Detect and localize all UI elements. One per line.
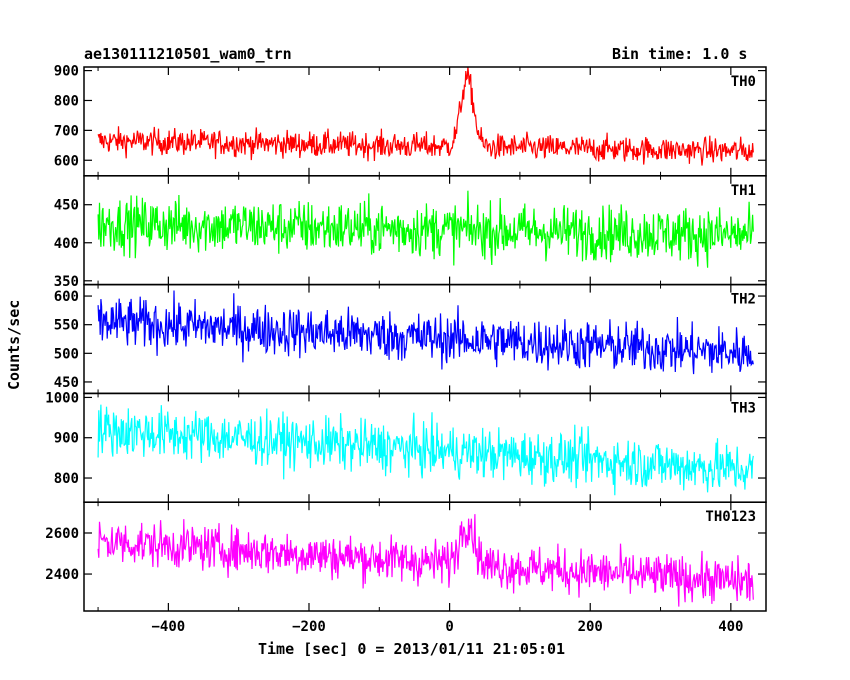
y-tick-label: 1000: [45, 390, 79, 406]
y-tick-label: 450: [54, 375, 79, 391]
y-tick-label: 800: [54, 93, 79, 109]
x-tick-label: 200: [578, 619, 603, 635]
series-line-th2: [97, 290, 754, 375]
chart-title-right: Bin time: 1.0 s: [612, 45, 748, 63]
y-tick-label: 900: [54, 64, 79, 80]
chart-title-left: ae130111210501_wam0_trn: [84, 45, 292, 63]
x-tick-label: 400: [718, 619, 743, 635]
series-line-th1: [97, 190, 754, 268]
panel-label-th1: TH1: [731, 183, 756, 199]
x-tick-label: 0: [445, 619, 453, 635]
series-line-th0: [97, 66, 754, 166]
y-tick-label: 450: [54, 198, 79, 214]
panel-label-th3: TH3: [731, 400, 756, 416]
x-axis-label: Time [sec] 0 = 2013/01/11 21:05:01: [258, 640, 566, 658]
y-tick-label: 800: [54, 471, 79, 487]
x-tick-label: −400: [152, 619, 186, 635]
y-tick-label: 600: [54, 289, 79, 305]
panel-frame-th0123: [83, 501, 767, 612]
y-tick-label: 900: [54, 431, 79, 447]
panel-label-th0123: TH0123: [705, 509, 756, 525]
y-axis-label: Counts/sec: [5, 299, 23, 390]
panel-label-th0: TH0: [731, 74, 756, 90]
y-tick-label: 2600: [45, 526, 79, 542]
y-tick-label: 550: [54, 318, 79, 334]
panel-frame-th0: [83, 66, 767, 177]
series-line-th0123: [97, 514, 754, 607]
y-tick-label: 350: [54, 274, 79, 290]
y-tick-label: 2400: [45, 567, 79, 583]
y-tick-label: 500: [54, 346, 79, 362]
series-line-th3: [97, 404, 754, 496]
panel-label-th2: TH2: [731, 292, 756, 308]
y-tick-label: 600: [54, 153, 79, 169]
x-tick-label: −200: [292, 619, 326, 635]
y-tick-label: 700: [54, 123, 79, 139]
y-tick-label: 400: [54, 236, 79, 252]
